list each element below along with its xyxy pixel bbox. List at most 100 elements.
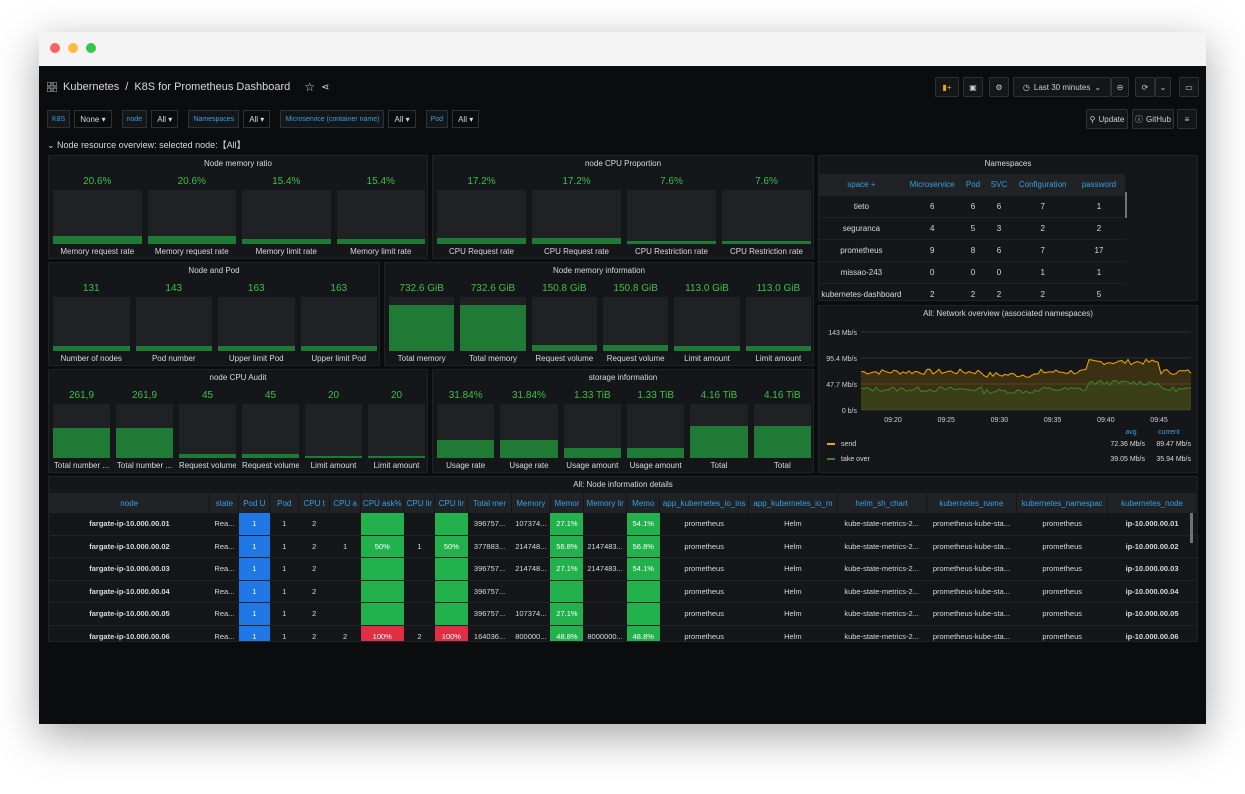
- minimize-window-button[interactable]: [68, 43, 78, 53]
- take-over-series-line[interactable]: [860, 379, 1192, 395]
- stat-gauge[interactable]: 163 Upper limit Pod: [300, 283, 377, 363]
- refresh-button[interactable]: ⟳: [1135, 77, 1155, 97]
- legend-series-name[interactable]: send: [841, 441, 856, 448]
- column-header[interactable]: Total mer: [467, 493, 512, 513]
- legend-header-current[interactable]: current: [1158, 429, 1180, 436]
- column-header[interactable]: state: [209, 493, 240, 513]
- table-row[interactable]: prometheus 9 8 6 7 17: [819, 239, 1125, 262]
- stat-gauge[interactable]: 4.16 TiB Total: [753, 390, 811, 470]
- table-row[interactable]: fargate-ip-10.000.00.05 Rea... 1 1 2 396757..…: [49, 602, 1197, 626]
- stat-gauge[interactable]: 163 Upper limit Pod: [218, 283, 295, 363]
- column-header[interactable]: Memor: [550, 493, 584, 513]
- namespaces-scrollbar[interactable]: [1125, 192, 1127, 218]
- network-chart[interactable]: 143 Mb/s 95.4 Mb/s 47.7 Mb/s 0 b/s 09:20 09:2…: [819, 306, 1197, 472]
- table-row[interactable]: tieto 6 6 6 7 1: [819, 195, 1125, 218]
- github-link[interactable]: ⓘ GitHub: [1132, 109, 1174, 129]
- refresh-interval-dropdown[interactable]: ⌄: [1155, 77, 1171, 97]
- send-series-line[interactable]: [860, 358, 1192, 378]
- column-header[interactable]: SVC: [985, 174, 1013, 196]
- details-scrollbar[interactable]: [1190, 513, 1193, 543]
- table-row[interactable]: fargate-ip-10.000.00.06 Rea... 1 1 2 2 100% 2 10…: [49, 625, 1197, 641]
- legend-header-avg[interactable]: avg: [1125, 429, 1136, 436]
- column-header[interactable]: Memo: [626, 493, 661, 513]
- column-header[interactable]: Microservice: [903, 174, 961, 196]
- stat-gauge[interactable]: 45 Request volume: [242, 390, 299, 470]
- stat-gauge[interactable]: 261,9 Total number ...: [53, 390, 110, 470]
- star-icon[interactable]: ☆: [304, 80, 316, 94]
- close-window-button[interactable]: [50, 43, 60, 53]
- column-header[interactable]: app_kubernetes_io_m: [748, 493, 838, 513]
- table-row[interactable]: missao-243 0 0 0 1 1: [819, 261, 1125, 284]
- stat-gauge[interactable]: 15.4% Memory limit rate: [242, 176, 331, 256]
- dashboard-title[interactable]: K8S for Prometheus Dashboard: [134, 81, 291, 93]
- add-panel-button[interactable]: ▮+: [935, 77, 959, 97]
- table-row[interactable]: fargate-ip-10.000.00.02 Rea... 1 1 2 1 50% 1 50%…: [49, 535, 1197, 558]
- table-row[interactable]: kubernetes-dashboard 2 2 2 2 5: [819, 283, 1125, 300]
- menu-button[interactable]: ≡: [1177, 109, 1197, 129]
- stat-gauge[interactable]: 1.33 TiB Usage amount: [563, 390, 621, 470]
- update-link[interactable]: ⚲ Update: [1086, 109, 1128, 129]
- column-header[interactable]: password: [1072, 174, 1125, 196]
- stat-gauge[interactable]: 45 Request volume: [179, 390, 236, 470]
- column-header[interactable]: Memory lir: [583, 493, 628, 513]
- column-header[interactable]: CPU lir: [434, 493, 469, 513]
- zoom-out-button[interactable]: ⊖: [1111, 77, 1129, 97]
- variable-select[interactable]: All ▾: [388, 110, 416, 128]
- stat-gauge[interactable]: 261,9 Total number ...: [116, 390, 173, 470]
- row-title[interactable]: ⌄ Node resource overview: selected node:…: [47, 138, 246, 151]
- table-row[interactable]: fargate-ip-10.000.00.01 Rea... 1 1 2 396757..…: [49, 513, 1197, 536]
- stat-gauge[interactable]: 31.84% Usage rate: [500, 390, 558, 470]
- legend-series-name[interactable]: take over: [841, 456, 870, 463]
- stat-gauge[interactable]: 20 Limit amount: [368, 390, 425, 470]
- stat-gauge[interactable]: 150.8 GiB Request volume: [603, 283, 669, 363]
- table-row[interactable]: fargate-ip-10.000.00.04 Rea... 1 1 2 396757..…: [49, 580, 1197, 603]
- stat-gauge[interactable]: 143 Pod number: [135, 283, 212, 363]
- stat-gauge[interactable]: 1.33 TiB Usage amount: [627, 390, 685, 470]
- column-header[interactable]: CPU lir: [403, 493, 436, 513]
- stat-gauge[interactable]: 31.84% Usage rate: [437, 390, 495, 470]
- column-header[interactable]: CPU ask%: [360, 493, 405, 513]
- stat-gauge[interactable]: 113.0 GiB Limit amount: [674, 283, 740, 363]
- breadcrumb-folder[interactable]: Kubernetes: [63, 81, 120, 93]
- column-header[interactable]: space +: [819, 174, 904, 196]
- stat-gauge[interactable]: 732.6 GiB Total memory: [460, 283, 526, 363]
- tv-mode-button[interactable]: ▭: [1179, 77, 1199, 97]
- column-header[interactable]: Pod: [960, 174, 986, 196]
- stat-gauge[interactable]: 7.6% CPU Restriction rate: [627, 176, 716, 256]
- column-header[interactable]: kubernetes_node: [1107, 493, 1197, 513]
- column-header[interactable]: kubernetes_namespac: [1016, 493, 1109, 513]
- column-header[interactable]: Memory: [511, 493, 551, 513]
- stat-gauge[interactable]: 20.6% Memory request rate: [53, 176, 142, 256]
- column-header[interactable]: app_kubernetes_io_ins: [659, 493, 750, 513]
- time-range-picker[interactable]: ◷ Last 30 minutes ⌄: [1013, 77, 1111, 97]
- column-header[interactable]: CPU t: [298, 493, 331, 513]
- variable-select[interactable]: All ▾: [243, 110, 271, 128]
- variable-select[interactable]: All ▾: [151, 110, 179, 128]
- column-header[interactable]: Pod: [269, 493, 300, 513]
- table-row[interactable]: fargate-ip-10.000.00.03 Rea... 1 1 2 396757..…: [49, 557, 1197, 581]
- stat-gauge[interactable]: 15.4% Memory limit rate: [336, 176, 425, 256]
- share-icon[interactable]: ⋖: [321, 81, 330, 93]
- stat-gauge[interactable]: 7.6% CPU Restriction rate: [722, 176, 811, 256]
- column-header[interactable]: CPU a: [329, 493, 362, 513]
- stat-gauge[interactable]: 131 Number of nodes: [53, 283, 130, 363]
- variable-select[interactable]: None ▾: [74, 110, 112, 128]
- stat-gauge[interactable]: 150.8 GiB Request volume: [531, 283, 597, 363]
- column-header[interactable]: Configuration: [1012, 174, 1073, 196]
- column-header[interactable]: Pod U: [238, 493, 271, 513]
- stat-gauge[interactable]: 20.6% Memory request rate: [147, 176, 236, 256]
- table-row[interactable]: seguranca 4 5 3 2 2: [819, 217, 1125, 240]
- column-header[interactable]: helm_sh_chart: [837, 493, 927, 513]
- settings-button[interactable]: ⚙: [989, 77, 1009, 97]
- stat-gauge[interactable]: 17.2% CPU Request rate: [437, 176, 526, 256]
- variable-select[interactable]: All ▾: [452, 110, 480, 128]
- stat-gauge[interactable]: 732.6 GiB Total memory: [389, 283, 455, 363]
- maximize-window-button[interactable]: [86, 43, 96, 53]
- column-header[interactable]: node: [49, 493, 211, 513]
- stat-gauge[interactable]: 113.0 GiB Limit amount: [745, 283, 811, 363]
- save-button[interactable]: ▣: [963, 77, 983, 97]
- stat-gauge[interactable]: 20 Limit amount: [305, 390, 362, 470]
- stat-gauge[interactable]: 17.2% CPU Request rate: [532, 176, 621, 256]
- column-header[interactable]: kubernetes_name: [926, 493, 1018, 513]
- stat-gauge[interactable]: 4.16 TiB Total: [690, 390, 748, 470]
